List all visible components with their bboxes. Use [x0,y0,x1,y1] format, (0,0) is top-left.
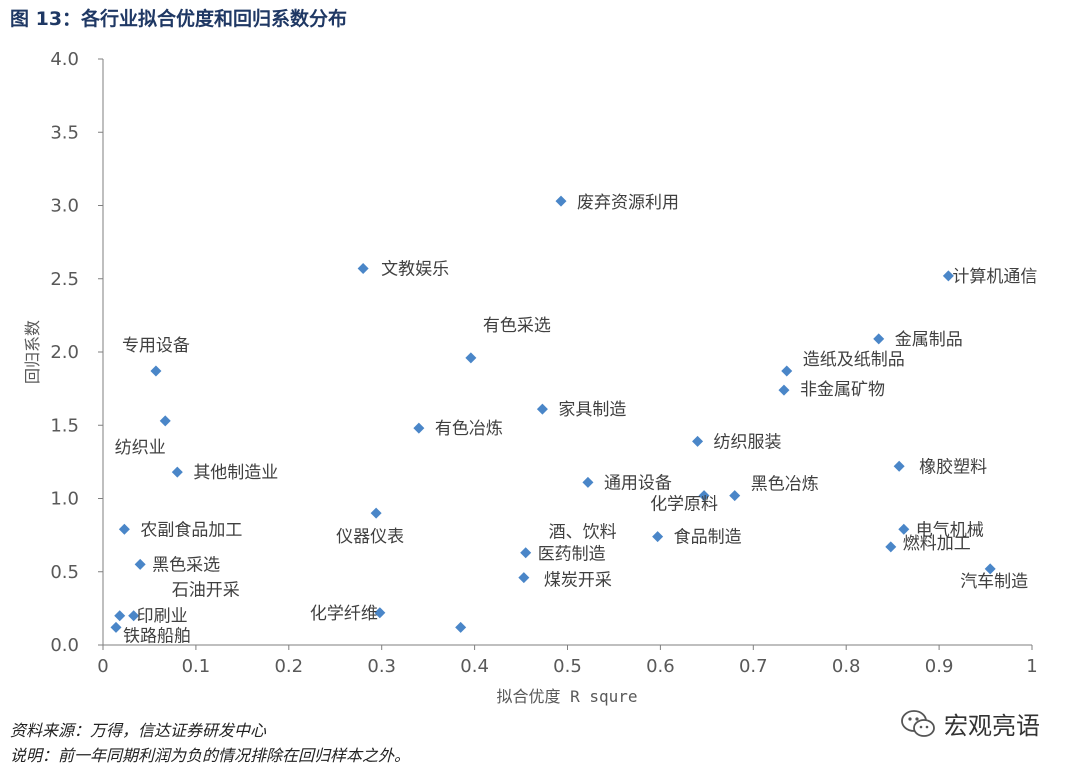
y-tick-label: 0.0 [50,635,79,656]
data-point [118,523,130,535]
data-point [374,607,386,619]
data-point [413,422,425,434]
data-point [159,415,171,427]
x-axis-title: 拟合优度 R squre [496,687,637,706]
data-point [520,547,532,559]
point-label: 铁路船舶 [123,626,191,646]
data-point [873,333,885,345]
y-tick-label: 3.0 [50,196,79,217]
x-tick-label: 0.8 [832,656,861,677]
data-point [536,403,548,415]
point-label: 有色冶炼 [435,419,503,439]
point-label: 仪器仪表 [336,527,404,547]
y-tick-label: 1.0 [50,489,79,510]
x-tick-label: 0.9 [925,656,954,677]
point-label: 电气机械 [916,520,984,540]
data-point [518,572,530,584]
data-point [692,435,704,447]
point-label: 其他制造业 [193,463,278,483]
wechat-icon [901,709,935,737]
point-label: 食品制造 [674,528,742,548]
x-tick-label: 0.4 [460,656,489,677]
figure-title: 图 13：各行业拟合优度和回归系数分布 [10,8,348,30]
data-point [729,490,741,502]
y-tick-label: 2.0 [50,342,79,363]
point-label: 石油开采 [172,581,240,601]
x-tick-label: 0.7 [739,656,768,677]
point-label: 印刷业 [137,607,188,627]
watermark: 宏观亮语 [900,706,1040,741]
data-point [778,384,790,396]
x-tick-label: 1 [1026,656,1037,677]
x-tick-label: 0 [97,656,108,677]
point-label: 纺织服装 [714,432,782,452]
point-label: 煤炭开采 [544,571,612,591]
data-point [134,558,146,570]
data-point [357,262,369,274]
data-point [893,460,905,472]
data-point [885,541,897,553]
y-tick-label: 1.5 [50,415,79,436]
point-label: 黑色冶炼 [751,475,819,495]
point-label: 化学纤维 [310,604,378,624]
data-point [942,270,954,282]
point-label: 汽车制造 [960,572,1028,592]
point-label: 有色采选 [483,316,551,336]
data-point [465,352,477,364]
data-point [114,610,126,622]
point-label: 酒、饮料 [549,522,617,542]
point-label: 纺织业 [115,438,166,458]
data-point [455,621,467,633]
x-tick-label: 0.3 [367,656,396,677]
point-label: 农副食品加工 [140,520,242,540]
data-point [110,621,122,633]
point-label: 化学原料 [650,495,718,515]
point-label: 非金属矿物 [800,380,885,400]
point-label: 废弃资源利用 [577,193,679,213]
point-label: 金属制品 [895,330,963,350]
point-label: 橡胶塑料 [919,457,987,477]
y-tick-label: 4.0 [50,49,79,70]
data-point [582,476,594,488]
x-tick-label: 0.1 [182,656,211,677]
point-label: 医药制造 [538,545,606,565]
point-label: 计算机通信 [952,267,1037,287]
point-label: 专用设备 [122,336,190,356]
data-point [984,563,996,575]
footnote: 说明：前一年同期利润为负的情况排除在回归样本之外。 [10,746,411,765]
data-point [370,507,382,519]
data-point [698,490,710,502]
y-tick-label: 3.5 [50,122,79,143]
point-label: 造纸及纸制品 [803,350,905,370]
point-label: 家具制造 [558,400,626,420]
data-point [150,365,162,377]
point-label: 黑色采选 [152,555,220,575]
data-point [652,531,664,543]
data-point [898,523,910,535]
scatter-chart: 0.0 0.5 1.0 1.5 2.0 2.5 3.0 3.5 4.0 0 0.1 0.2 0.3 0.4… [23,49,1038,706]
watermark-text: 宏观亮语 [944,712,1040,740]
point-label: 燃料加工 [903,534,971,554]
x-tick-label: 0.6 [646,656,675,677]
data-point [781,365,793,377]
data-point [171,466,183,478]
point-label: 文教娱乐 [381,259,449,279]
x-tick-label: 0.2 [274,656,303,677]
source-note: 资料来源：万得，信达证券研发中心 [10,721,267,740]
y-axis-title: 回归系数 [23,320,42,384]
point-label: 通用设备 [604,473,672,493]
data-point [555,195,567,207]
x-tick-label: 0.5 [553,656,582,677]
y-tick-label: 2.5 [50,269,79,290]
data-point [128,610,140,622]
y-tick-label: 0.5 [50,562,79,583]
